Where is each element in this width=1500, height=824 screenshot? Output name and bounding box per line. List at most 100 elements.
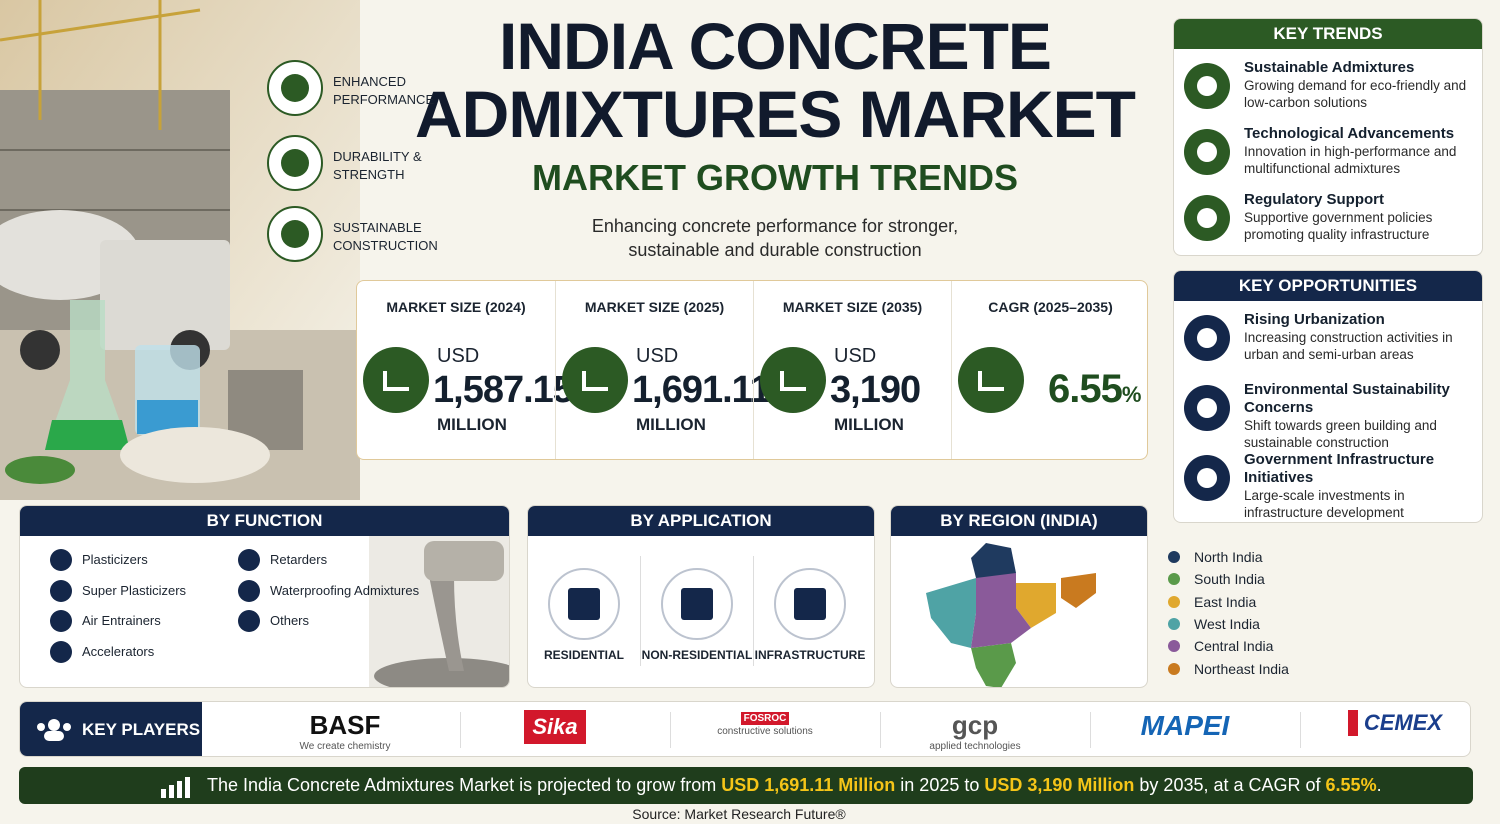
icon bbox=[958, 347, 1024, 413]
logo-tagline: applied technologies bbox=[929, 741, 1021, 752]
item: Environmental Sustainability Concerns Shi… bbox=[1244, 381, 1476, 451]
panel-header: BY REGION (INDIA) bbox=[891, 506, 1147, 536]
title: INDIA CONCRETE ADMIXTURES MARKET bbox=[400, 12, 1150, 148]
item-title: Technological Advancements bbox=[1244, 125, 1455, 142]
map-region bbox=[971, 573, 1031, 648]
stat-unit: % bbox=[1121, 382, 1142, 407]
legend-item: Central India bbox=[1168, 635, 1368, 657]
legend-label: North India bbox=[1194, 549, 1263, 566]
legend-swatch bbox=[1168, 595, 1180, 608]
function-item: Retarders bbox=[270, 552, 328, 567]
subtitle: MARKET GROWTH TRENDS bbox=[532, 157, 1018, 198]
icon-glyph bbox=[780, 371, 806, 391]
item: Technological Advancements Innovation in … bbox=[1244, 125, 1476, 177]
icon bbox=[50, 640, 72, 663]
function-item: Air Entrainers bbox=[82, 613, 161, 628]
region-legend: North India South India East India West Ind… bbox=[1168, 546, 1368, 680]
panel-header: BY APPLICATION bbox=[528, 506, 874, 536]
key-opportunities: KEY OPPORTUNITIES Rising Urbanization Inc… bbox=[1173, 270, 1483, 523]
divider bbox=[753, 556, 754, 666]
logo-name: MAPEI bbox=[1140, 710, 1230, 741]
people-icon bbox=[37, 719, 71, 741]
icon bbox=[363, 347, 429, 413]
icon bbox=[1197, 328, 1217, 348]
icon bbox=[281, 74, 309, 102]
divider bbox=[460, 712, 461, 748]
building-glyph bbox=[794, 588, 826, 620]
stat-label: MARKET SIZE (2025) bbox=[584, 299, 725, 315]
item-title: Government Infrastructure Initiatives bbox=[1244, 451, 1435, 486]
function-item: Others bbox=[270, 613, 310, 628]
stat: MARKET SIZE (2025) USD 1,691.11 MILLION bbox=[555, 281, 771, 459]
map-region bbox=[971, 643, 1016, 687]
item: Sustainable Admixtures Growing demand for… bbox=[1244, 59, 1476, 111]
logo: BASF We create chemistry bbox=[260, 708, 430, 754]
icon bbox=[1197, 468, 1217, 488]
legend-label: Central India bbox=[1194, 638, 1274, 655]
application-label: RESIDENTIAL bbox=[543, 648, 624, 662]
legend-swatch bbox=[1168, 551, 1180, 564]
panel-header: BY FUNCTION bbox=[20, 506, 509, 536]
item-text: Shift towards green building and sustain… bbox=[1244, 418, 1437, 450]
icon bbox=[1197, 142, 1217, 162]
highlight: USD 1,691.11 Million bbox=[721, 775, 896, 795]
feature-label: ENHANCED PERFORMANCE bbox=[333, 74, 435, 107]
feature-label: DURABILITY & STRENGTH bbox=[333, 149, 422, 182]
logo: gcp applied technologies bbox=[890, 708, 1060, 754]
stat-currency: USD bbox=[437, 345, 480, 367]
icon bbox=[50, 549, 72, 571]
item-title: Sustainable Admixtures bbox=[1244, 59, 1415, 76]
stat: MARKET SIZE (2024) USD 1,587.15 MILLION bbox=[357, 281, 574, 459]
legend-item: South India bbox=[1168, 568, 1368, 590]
stat-value: 6.55 bbox=[1048, 367, 1123, 411]
legend-item: North India bbox=[1168, 546, 1368, 568]
item-text: Innovation in high-performance and multi… bbox=[1244, 144, 1457, 176]
item-text: Growing demand for eco-friendly and low-… bbox=[1244, 78, 1467, 110]
icon-glyph bbox=[978, 371, 1004, 391]
item: Government Infrastructure Initiatives Lar… bbox=[1244, 451, 1476, 521]
legend-item: East India bbox=[1168, 591, 1368, 613]
stat-unit: MILLION bbox=[834, 415, 904, 434]
item: Rising Urbanization Increasing constructi… bbox=[1244, 311, 1476, 363]
legend-swatch bbox=[1168, 640, 1180, 653]
summary-text: by 2035, at a CAGR of bbox=[1134, 775, 1326, 795]
tagline: Enhancing concrete performance for stron… bbox=[400, 214, 1150, 262]
logo-name: Sika bbox=[524, 710, 586, 744]
icon bbox=[1197, 398, 1217, 418]
item: Regulatory Support Supportive government … bbox=[1244, 191, 1476, 243]
stat: MARKET SIZE (2035) USD 3,190 MILLION bbox=[753, 281, 951, 459]
source: Source: Market Research Future® bbox=[632, 806, 846, 822]
stat-label: CAGR (2025–2035) bbox=[988, 299, 1113, 315]
stat-currency: USD bbox=[834, 345, 877, 367]
logo: Sika bbox=[470, 708, 640, 754]
icon-glyph bbox=[383, 371, 409, 391]
map-region bbox=[926, 578, 976, 648]
india-map bbox=[926, 543, 1096, 687]
tagline-line: Enhancing concrete performance for stron… bbox=[591, 216, 959, 236]
icon bbox=[238, 610, 260, 632]
application-label: INFRASTRUCTURE bbox=[754, 648, 866, 662]
growth-icon bbox=[161, 777, 190, 798]
legend-label: East India bbox=[1194, 593, 1257, 610]
map-region bbox=[971, 543, 1016, 583]
summary-banner: The India Concrete Admixtures Market is … bbox=[19, 767, 1473, 804]
stat-label: MARKET SIZE (2035) bbox=[782, 299, 923, 315]
map-region bbox=[1016, 583, 1056, 628]
stat-value: 3,190 bbox=[830, 369, 921, 411]
logo-name: BASF bbox=[309, 710, 381, 740]
logo-name: gcp bbox=[951, 710, 999, 740]
function-item: Plasticizers bbox=[82, 552, 148, 567]
legend-label: Northeast India bbox=[1194, 660, 1289, 677]
key-trends: KEY TRENDS Sustainable Admixtures Growing… bbox=[1173, 18, 1483, 256]
legend-swatch bbox=[1168, 662, 1180, 675]
function-item: Waterproofing Admixtures bbox=[270, 582, 420, 598]
panel-header: KEY TRENDS bbox=[1174, 19, 1482, 49]
item-text: Supportive government policies promoting… bbox=[1244, 210, 1433, 242]
logo-tagline: We create chemistry bbox=[299, 741, 391, 752]
legend-swatch bbox=[1168, 618, 1180, 631]
stat-unit: MILLION bbox=[636, 415, 706, 434]
market-stats: MARKET SIZE (2024) USD 1,587.15 MILLION MARK… bbox=[356, 280, 1148, 460]
divider bbox=[640, 556, 641, 666]
summary-text: . bbox=[1376, 775, 1382, 795]
